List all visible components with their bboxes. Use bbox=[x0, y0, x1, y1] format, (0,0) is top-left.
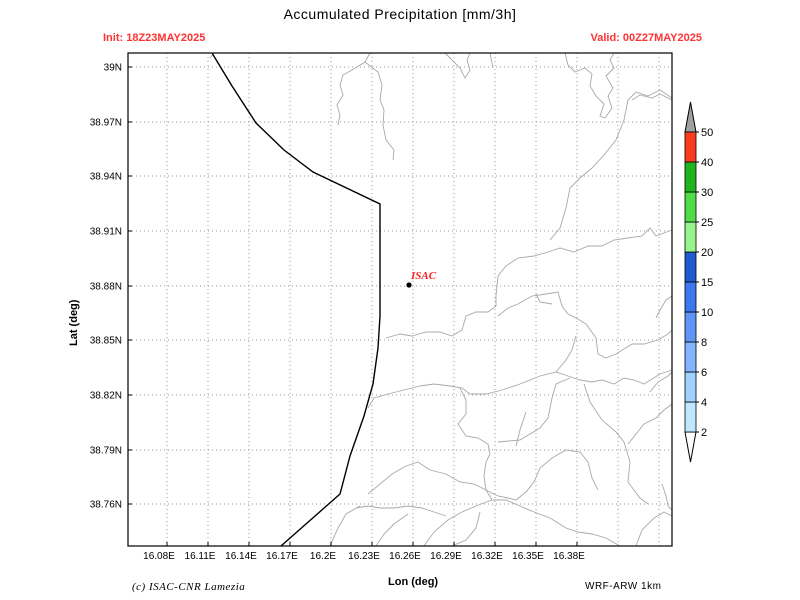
x-tick-label: 16.11E bbox=[185, 551, 216, 562]
isac-site-marker bbox=[406, 282, 412, 288]
map-area bbox=[128, 53, 672, 546]
x-tick-label: 16.29E bbox=[430, 551, 462, 562]
colorbar-swatch bbox=[684, 371, 697, 403]
colorbar-over-triangle bbox=[684, 101, 697, 133]
y-tick-label: 38.76N bbox=[90, 500, 122, 511]
admin-boundaries bbox=[209, 52, 673, 547]
coastline bbox=[211, 52, 381, 547]
colorbar-label: 2 bbox=[701, 427, 707, 439]
x-tick-label: 16.14E bbox=[225, 551, 257, 562]
x-tick-label: 16.2E bbox=[310, 551, 336, 562]
x-tick-label: 16.17E bbox=[266, 551, 298, 562]
graticule bbox=[128, 53, 672, 546]
x-tick-label: 16.38E bbox=[553, 551, 585, 562]
x-tick-label: 16.23E bbox=[348, 551, 380, 562]
colorbar-swatch bbox=[684, 131, 697, 163]
valid-time: Valid: 00Z27MAY2025 bbox=[590, 32, 703, 44]
colorbar-label: 4 bbox=[701, 397, 707, 409]
y-axis-ticks: 39N 38.97N 38.94N 38.91N 38.88N 38.85N 38.82N 3… bbox=[90, 63, 132, 511]
colorbar-label: 6 bbox=[701, 367, 707, 379]
init-time: Init: 18Z23MAY2025 bbox=[103, 32, 206, 44]
colorbar-swatch bbox=[684, 401, 697, 433]
colorbar-under-triangle bbox=[684, 431, 697, 463]
x-tick-label: 16.26E bbox=[389, 551, 421, 562]
model-name: WRF-ARW 1km bbox=[585, 581, 662, 592]
colorbar-swatch bbox=[684, 251, 697, 283]
x-tick-label: 16.08E bbox=[143, 551, 175, 562]
chart-title: Accumulated Precipitation [mm/3h] bbox=[283, 6, 517, 22]
x-tick-label: 16.32E bbox=[471, 551, 503, 562]
x-tick-label: 16.35E bbox=[512, 551, 544, 562]
colorbar-label: 10 bbox=[701, 307, 713, 319]
colorbar-swatch bbox=[684, 341, 697, 373]
colorbar-label: 40 bbox=[701, 157, 713, 169]
x-axis-label-text: Lon (deg) bbox=[388, 576, 439, 588]
y-tick-label: 38.79N bbox=[90, 446, 122, 457]
y-tick-label: 38.94N bbox=[90, 172, 122, 183]
colorbar-label: 15 bbox=[701, 277, 713, 289]
colorbar-label: 30 bbox=[701, 187, 713, 199]
y-tick-label: 38.82N bbox=[90, 391, 122, 402]
colorbar-swatch bbox=[684, 191, 697, 223]
y-tick-label: 38.88N bbox=[90, 282, 122, 293]
y-tick-label: 38.91N bbox=[90, 227, 122, 238]
y-tick-label: 39N bbox=[104, 63, 122, 74]
colorbar-label: 8 bbox=[701, 337, 707, 349]
colorbar-label: 20 bbox=[701, 247, 713, 259]
y-tick-label: 38.97N bbox=[90, 118, 122, 129]
colorbar-swatch bbox=[684, 161, 697, 193]
colorbar: 2 4 6 8 10 15 20 25 30 40 50 bbox=[684, 101, 713, 463]
credit-text: (c) ISAC-CNR Lamezia bbox=[132, 581, 246, 593]
colorbar-swatch bbox=[684, 221, 697, 253]
colorbar-label: 50 bbox=[701, 127, 713, 139]
x-axis-ticks: 16.08E 16.11E 16.14E 16.17E 16.2E 16.23E 16.26… bbox=[143, 542, 585, 562]
y-tick-label: 38.85N bbox=[90, 336, 122, 347]
isac-site-label: ISAC bbox=[410, 270, 437, 282]
colorbar-label: 25 bbox=[701, 217, 713, 229]
colorbar-swatch bbox=[684, 311, 697, 343]
y-axis-label: Lat (deg) bbox=[68, 299, 80, 346]
colorbar-swatch bbox=[684, 281, 697, 313]
map-frame bbox=[127, 52, 673, 547]
